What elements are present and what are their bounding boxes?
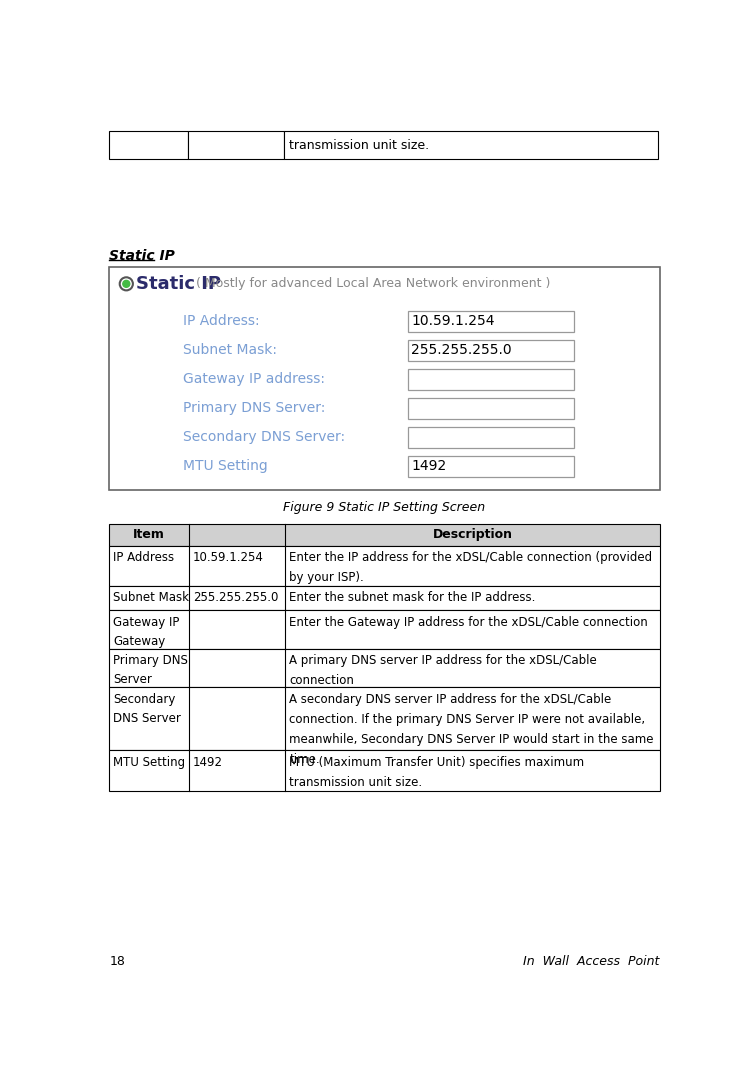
Circle shape <box>123 280 130 288</box>
Circle shape <box>120 277 133 290</box>
Text: transmission unit size.: transmission unit size. <box>289 138 429 151</box>
Bar <box>110 545 659 585</box>
Bar <box>110 687 659 751</box>
Text: Gateway IP
Gateway: Gateway IP Gateway <box>113 616 179 648</box>
Text: Description: Description <box>433 528 512 541</box>
Text: A secondary DNS server IP address for the xDSL/Cable
connection. If the primary : A secondary DNS server IP address for th… <box>290 692 654 766</box>
Bar <box>408 398 574 419</box>
Text: Secondary
DNS Server: Secondary DNS Server <box>113 692 181 725</box>
Text: 10.59.1.254: 10.59.1.254 <box>193 551 264 564</box>
Bar <box>110 585 659 610</box>
Text: 1492: 1492 <box>412 460 447 474</box>
Text: Secondary DNS Server:: Secondary DNS Server: <box>183 431 345 445</box>
Bar <box>110 751 659 791</box>
Text: Subnet Mask:: Subnet Mask: <box>183 343 277 357</box>
Text: A primary DNS server IP address for the xDSL/Cable
connection: A primary DNS server IP address for the … <box>290 655 597 687</box>
Bar <box>408 457 574 477</box>
Text: Enter the IP address for the xDSL/Cable connection (provided
by your ISP).: Enter the IP address for the xDSL/Cable … <box>290 551 652 584</box>
Text: IP Address:: IP Address: <box>183 315 260 329</box>
Text: Gateway IP address:: Gateway IP address: <box>183 372 325 386</box>
Bar <box>284 131 658 159</box>
Text: MTU Setting: MTU Setting <box>113 756 185 769</box>
Text: IP Address: IP Address <box>113 551 174 564</box>
Text: Item: Item <box>134 528 165 541</box>
Text: Enter the subnet mask for the IP address.: Enter the subnet mask for the IP address… <box>290 591 536 604</box>
Text: 18: 18 <box>110 955 125 968</box>
Text: 255.255.255.0: 255.255.255.0 <box>412 343 512 357</box>
Bar <box>408 369 574 390</box>
Text: 1492: 1492 <box>193 756 223 769</box>
Text: MTU (Maximum Transfer Unit) specifies maximum
transmission unit size.: MTU (Maximum Transfer Unit) specifies ma… <box>290 756 584 789</box>
Text: Static IP: Static IP <box>110 249 175 263</box>
Text: 255.255.255.0: 255.255.255.0 <box>193 591 278 604</box>
Text: Subnet Mask: Subnet Mask <box>113 591 189 604</box>
Text: Figure 9 Static IP Setting Screen: Figure 9 Static IP Setting Screen <box>284 501 485 514</box>
Bar <box>110 267 659 490</box>
Bar <box>188 131 284 159</box>
Text: ( Mostly for advanced Local Area Network environment ): ( Mostly for advanced Local Area Network… <box>192 277 550 290</box>
Bar <box>408 427 574 448</box>
Text: Primary DNS
Server: Primary DNS Server <box>113 655 188 686</box>
Bar <box>110 610 659 649</box>
Text: Enter the Gateway IP address for the xDSL/Cable connection: Enter the Gateway IP address for the xDS… <box>290 616 648 629</box>
Bar <box>408 311 574 332</box>
Text: 10.59.1.254: 10.59.1.254 <box>412 315 495 329</box>
Bar <box>110 131 188 159</box>
Text: MTU Setting: MTU Setting <box>183 460 268 474</box>
Bar <box>110 524 659 545</box>
Bar <box>110 649 659 687</box>
Text: Static IP: Static IP <box>136 275 221 293</box>
Bar <box>408 340 574 360</box>
Text: In  Wall  Access  Point: In Wall Access Point <box>524 955 659 968</box>
Text: Primary DNS Server:: Primary DNS Server: <box>183 401 326 415</box>
